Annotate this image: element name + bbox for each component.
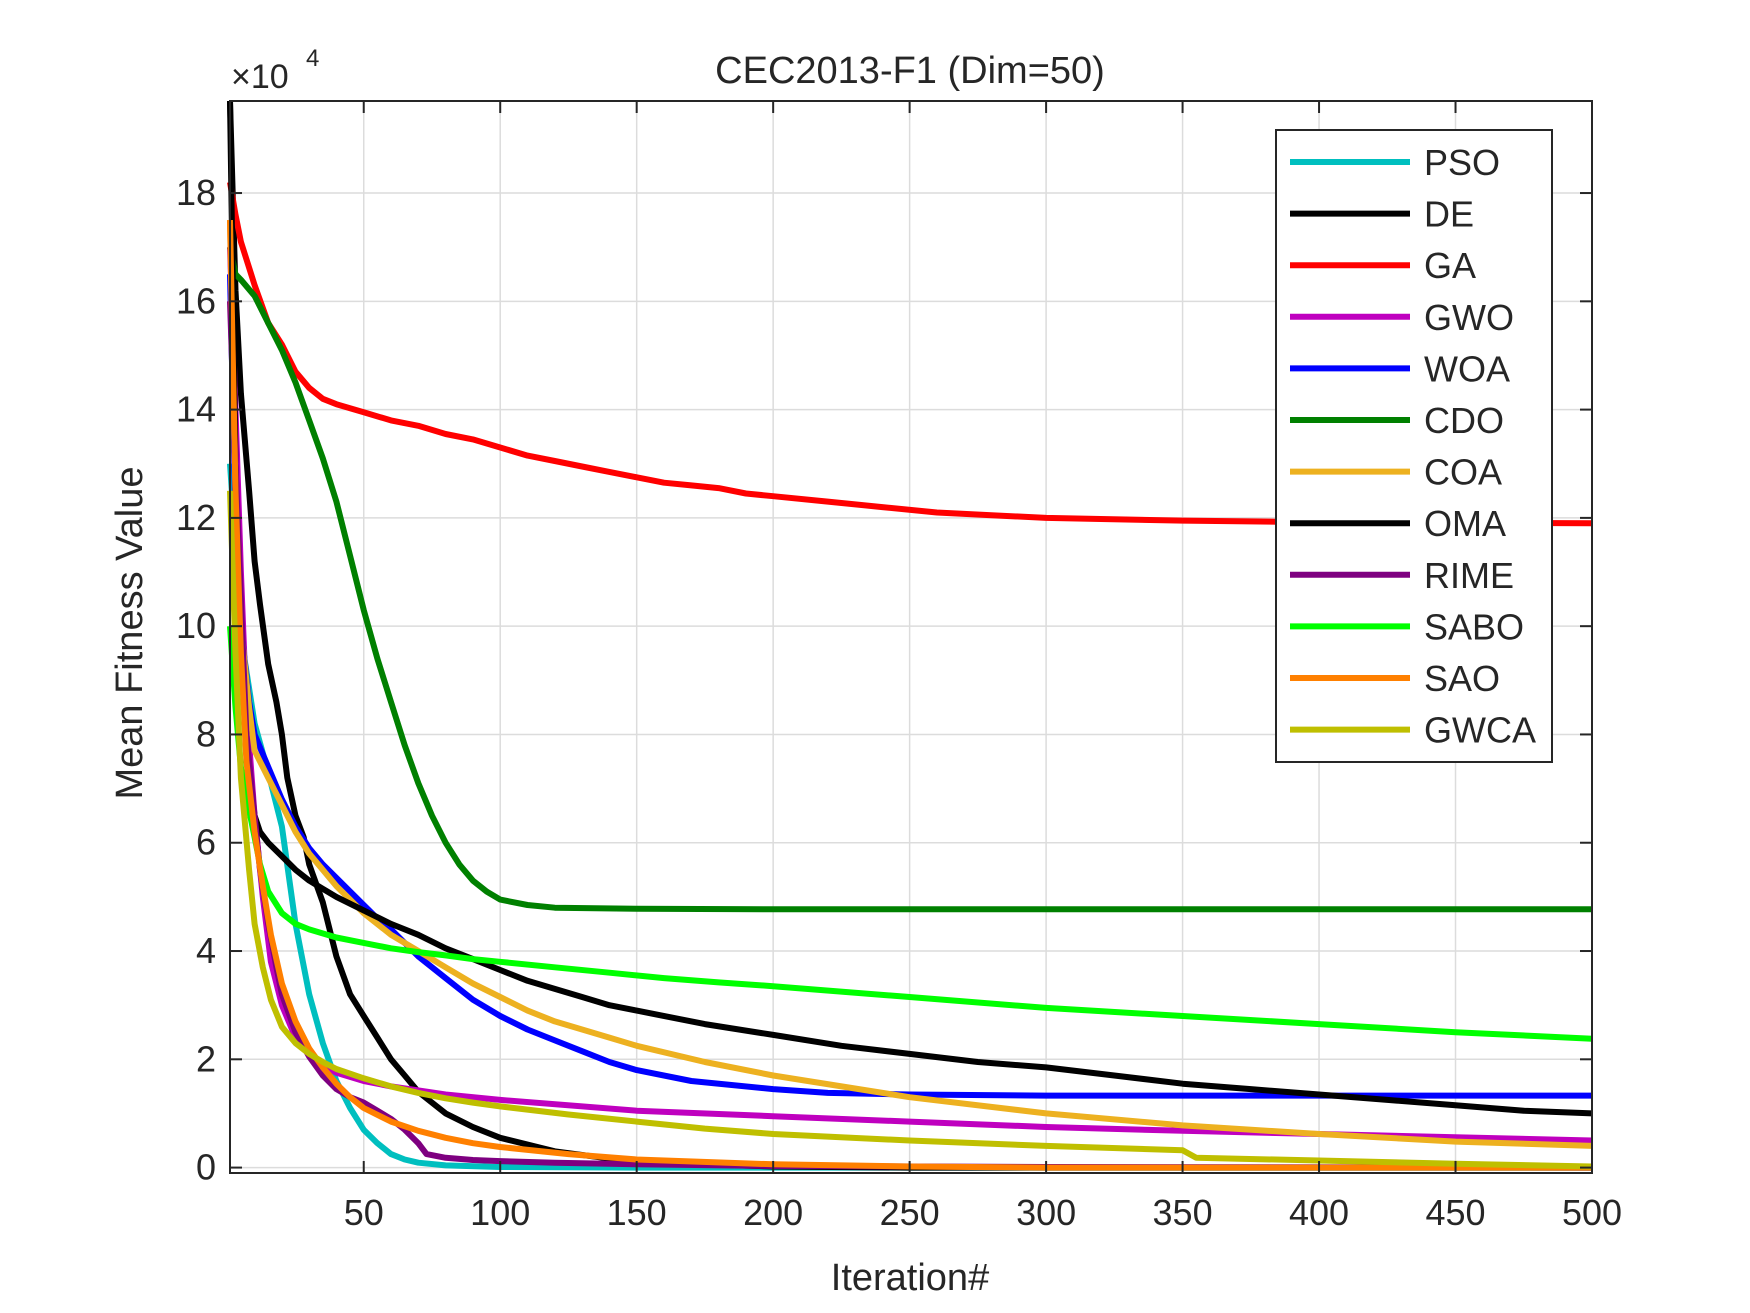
series-line-coa bbox=[227, 220, 1593, 1149]
chart-title: CEC2013-F1 (Dim=50) bbox=[715, 50, 1105, 92]
series-line-gwca bbox=[227, 490, 1593, 1170]
legend-label-cdo: CDO bbox=[1424, 400, 1504, 441]
legend: PSO DE GA GWO WOA CDO COA OMA RIME SABO SAO GWCA bbox=[1275, 129, 1553, 763]
x-tick-label: 50 bbox=[344, 1192, 384, 1233]
x-tick-label: 400 bbox=[1289, 1192, 1349, 1233]
series-line-sao bbox=[227, 220, 1592, 1171]
series-layer bbox=[227, 100, 1593, 1171]
legend-label-rime: RIME bbox=[1424, 555, 1514, 596]
legend-label-gwca: GWCA bbox=[1424, 710, 1536, 751]
x-tick-label: 500 bbox=[1562, 1192, 1622, 1233]
y-tick-label: 4 bbox=[196, 930, 216, 971]
y-tick-label: 8 bbox=[196, 713, 216, 754]
y-exponent-base: ×10 bbox=[231, 58, 289, 96]
legend-label-coa: COA bbox=[1424, 452, 1502, 493]
legend-label-pso: PSO bbox=[1424, 142, 1500, 183]
x-tick-label: 350 bbox=[1153, 1192, 1213, 1233]
series-line-cdo bbox=[227, 246, 1592, 913]
ticks bbox=[230, 101, 1593, 1173]
y-tick-label: 18 bbox=[176, 172, 216, 213]
legend-label-oma: OMA bbox=[1424, 503, 1506, 544]
x-axis-label: Iteration# bbox=[831, 1257, 989, 1299]
legend-label-sao: SAO bbox=[1424, 658, 1500, 699]
y-tick-label: 12 bbox=[176, 497, 216, 538]
y-tick-label: 16 bbox=[176, 280, 216, 321]
y-exponent-power: 4 bbox=[306, 45, 319, 72]
tick-labels: 50 100 150 200 250 300 350 400 450 500 0 2 4 6 8 10 12 14… bbox=[176, 172, 1622, 1233]
legend-label-gwo: GWO bbox=[1424, 297, 1514, 338]
axes-box bbox=[229, 100, 1593, 1174]
legend-label-de: DE bbox=[1424, 194, 1474, 235]
y-axis-label: Mean Fitness Value bbox=[109, 466, 151, 799]
legend-label-sabo: SABO bbox=[1424, 606, 1524, 647]
x-tick-label: 200 bbox=[743, 1192, 803, 1233]
y-tick-label: 6 bbox=[196, 822, 216, 863]
x-tick-label: 300 bbox=[1016, 1192, 1076, 1233]
x-tick-label: 100 bbox=[470, 1192, 530, 1233]
x-tick-label: 450 bbox=[1425, 1192, 1485, 1233]
y-tick-label: 2 bbox=[196, 1038, 216, 1079]
x-tick-label: 150 bbox=[607, 1192, 667, 1233]
series-line-ga bbox=[227, 181, 1593, 527]
y-tick-label: 0 bbox=[196, 1147, 216, 1188]
legend-box bbox=[1275, 129, 1553, 763]
series-line-de bbox=[227, 100, 1592, 1171]
y-tick-label: 14 bbox=[176, 389, 216, 430]
legend-label-ga: GA bbox=[1424, 245, 1476, 286]
legend-label-woa: WOA bbox=[1424, 348, 1510, 389]
y-tick-label: 10 bbox=[176, 605, 216, 646]
series-line-oma bbox=[227, 100, 1593, 1117]
x-tick-label: 250 bbox=[880, 1192, 940, 1233]
